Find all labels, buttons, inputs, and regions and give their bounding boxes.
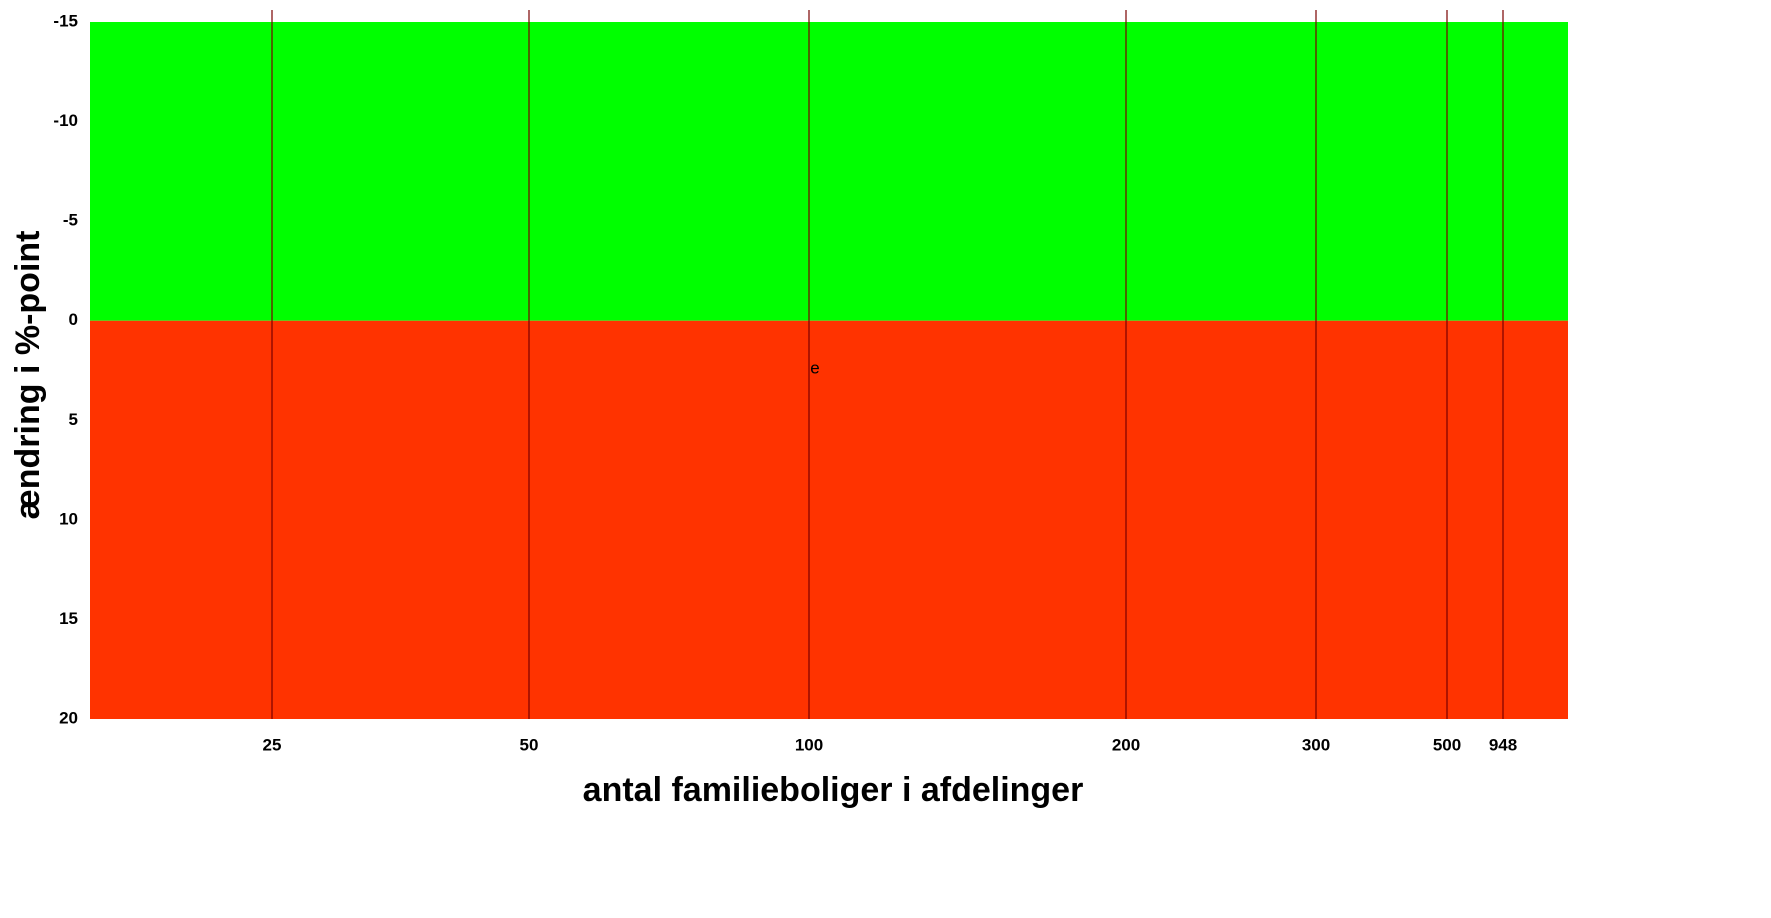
- y-axis-title: ændring i %-point: [9, 231, 47, 520]
- y-tick-label: 20: [59, 708, 78, 727]
- x-axis-title: antal familieboliger i afdelinger: [583, 771, 1084, 809]
- y-tick-label: -5: [63, 211, 78, 230]
- x-tick-label: 500: [1433, 735, 1461, 754]
- x-tick-label: 300: [1302, 735, 1330, 754]
- y-tick-label: 10: [59, 509, 78, 528]
- band: [90, 22, 1568, 321]
- x-tick-label: 25: [263, 735, 282, 754]
- y-tick-label: 15: [59, 609, 78, 628]
- y-tick-label: -15: [53, 11, 78, 30]
- y-tick-label: -10: [53, 111, 78, 130]
- band: [90, 320, 1568, 719]
- y-tick-label: 5: [69, 410, 78, 429]
- x-tick-label: 948: [1489, 735, 1517, 754]
- x-tick-label: 100: [795, 735, 823, 754]
- annotation: e: [810, 358, 819, 377]
- x-tick-label: 50: [520, 735, 539, 754]
- y-tick-label: 0: [69, 310, 78, 329]
- x-tick-label: 200: [1112, 735, 1140, 754]
